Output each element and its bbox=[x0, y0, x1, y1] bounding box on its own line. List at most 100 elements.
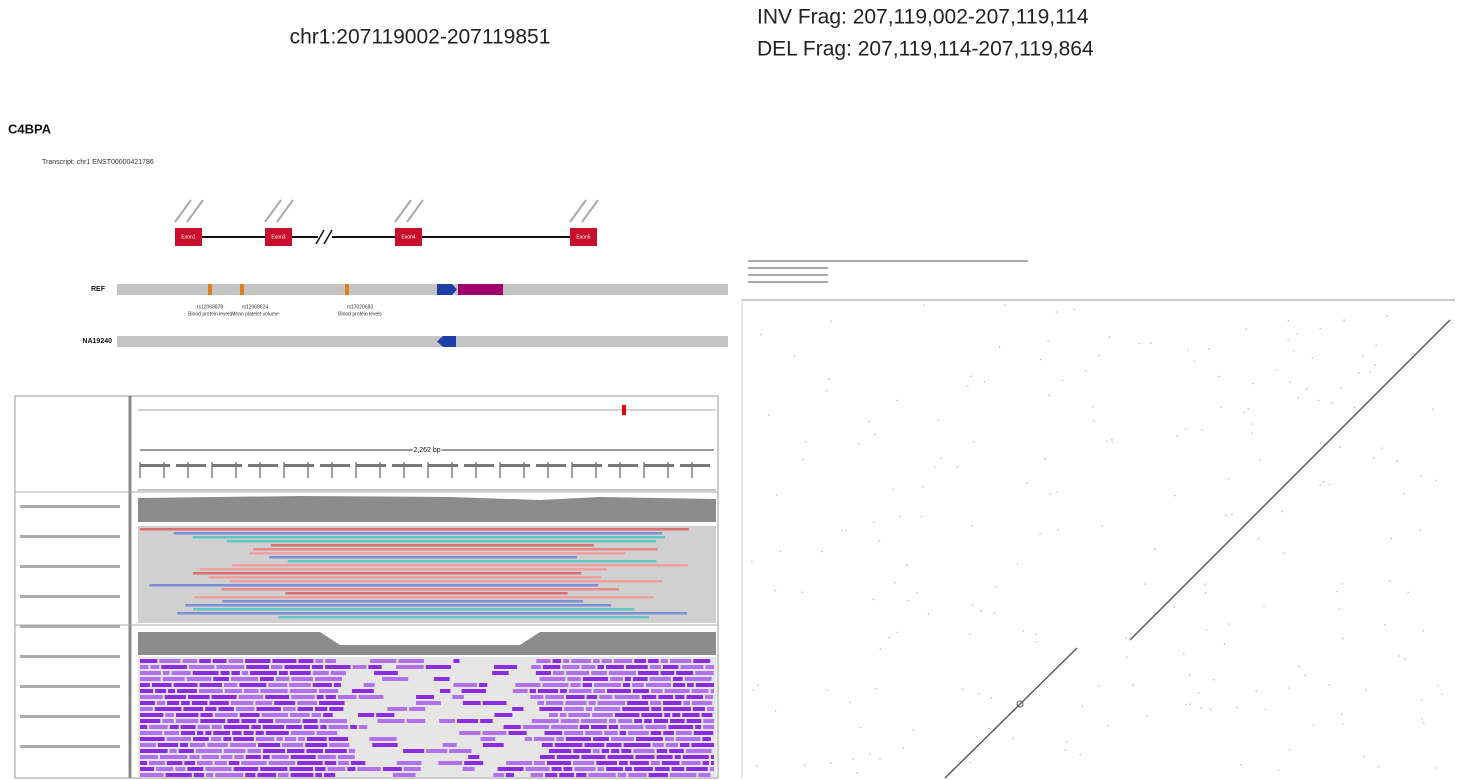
noise-dot bbox=[1407, 591, 1409, 593]
read bbox=[149, 584, 598, 587]
read-mismatch bbox=[564, 731, 583, 735]
read-mismatch bbox=[626, 665, 648, 669]
noise-dot bbox=[1111, 441, 1113, 443]
read-mismatch bbox=[702, 713, 713, 717]
read-mismatch bbox=[196, 749, 222, 753]
read-mismatch bbox=[710, 767, 714, 771]
ruler-label bbox=[500, 464, 530, 467]
igv-panel: 2,262 bp bbox=[15, 396, 718, 778]
read-mismatch bbox=[686, 695, 702, 699]
noise-dot bbox=[937, 420, 939, 422]
read-mismatch bbox=[258, 719, 273, 723]
gene-name: C4BPA bbox=[8, 121, 52, 136]
dotplot-header bbox=[748, 281, 828, 283]
noise-dot bbox=[1319, 485, 1321, 487]
ruler-label bbox=[140, 464, 170, 467]
read-mismatch bbox=[711, 755, 714, 759]
read-mismatch bbox=[298, 737, 305, 741]
noise-dot bbox=[1384, 624, 1386, 626]
read-mismatch bbox=[587, 695, 598, 699]
ruler-label bbox=[284, 464, 314, 467]
read-mismatch bbox=[655, 767, 670, 771]
exon-label: Exon4 bbox=[401, 234, 415, 240]
read-mismatch bbox=[329, 743, 349, 747]
span-label: 2,262 bp bbox=[413, 447, 440, 454]
read-mismatch bbox=[625, 767, 632, 771]
read-mismatch bbox=[607, 689, 631, 693]
ruler-label bbox=[428, 464, 458, 467]
read-mismatch bbox=[650, 701, 661, 705]
read-mismatch bbox=[317, 695, 324, 699]
read-mismatch bbox=[298, 707, 313, 711]
read-mismatch bbox=[140, 737, 165, 741]
read-mismatch bbox=[247, 749, 260, 753]
read-mismatch bbox=[256, 737, 274, 741]
read-mismatch bbox=[546, 701, 563, 705]
read-mismatch bbox=[658, 695, 673, 699]
read bbox=[193, 572, 581, 575]
read-mismatch bbox=[670, 719, 685, 723]
read-mismatch bbox=[515, 683, 540, 687]
read-mismatch bbox=[506, 773, 514, 777]
read-mismatch bbox=[285, 665, 310, 669]
read-mismatch bbox=[205, 767, 231, 771]
read-mismatch bbox=[221, 755, 233, 759]
noise-dot bbox=[990, 697, 992, 699]
read-mismatch bbox=[676, 671, 693, 675]
noise-dot bbox=[1373, 457, 1375, 459]
noise-dot bbox=[1306, 388, 1308, 390]
read bbox=[177, 612, 687, 615]
read-mismatch bbox=[540, 755, 555, 759]
read-mismatch bbox=[670, 659, 691, 663]
noise-dot bbox=[928, 613, 930, 615]
read-mismatch bbox=[181, 725, 196, 729]
read-mismatch bbox=[369, 737, 396, 741]
read-mismatch bbox=[193, 737, 209, 741]
noise-dot bbox=[994, 612, 996, 614]
read-mismatch bbox=[218, 707, 234, 711]
noise-dot bbox=[1435, 480, 1437, 482]
read-mismatch bbox=[620, 731, 626, 735]
read-mismatch bbox=[325, 665, 351, 669]
read-mismatch bbox=[566, 695, 585, 699]
noise-dot bbox=[1329, 684, 1331, 686]
read-mismatch bbox=[155, 689, 166, 693]
read-mismatch bbox=[140, 689, 153, 693]
read-mismatch bbox=[574, 767, 595, 771]
read-mismatch bbox=[695, 725, 701, 729]
read-mismatch bbox=[512, 707, 523, 711]
read-mismatch bbox=[181, 701, 190, 705]
noise-dot bbox=[1381, 447, 1383, 449]
read-mismatch bbox=[703, 719, 714, 723]
read-mismatch bbox=[586, 707, 592, 711]
noise-dot bbox=[828, 378, 830, 380]
read-mismatch bbox=[278, 773, 289, 777]
noise-dot bbox=[1343, 319, 1345, 321]
ruler-label bbox=[572, 464, 602, 467]
noise-dot bbox=[1231, 513, 1233, 515]
read-mismatch bbox=[644, 719, 652, 723]
ruler-label bbox=[608, 464, 638, 467]
noise-dot bbox=[1213, 679, 1215, 681]
read-mismatch bbox=[695, 671, 713, 675]
noise-dot bbox=[1185, 704, 1187, 706]
noise-dot bbox=[1413, 353, 1415, 355]
noise-dot bbox=[1390, 538, 1392, 540]
noise-dot bbox=[896, 400, 898, 402]
read-mismatch bbox=[152, 683, 172, 687]
read-mismatch bbox=[224, 683, 237, 687]
read bbox=[140, 528, 689, 531]
noise-dot bbox=[1313, 724, 1315, 726]
noise-dot bbox=[1101, 525, 1103, 527]
noise-dot bbox=[1288, 687, 1290, 689]
noise-dot bbox=[804, 764, 806, 766]
noise-dot bbox=[775, 590, 777, 592]
snp-mark bbox=[345, 284, 349, 295]
sample-bar bbox=[117, 336, 728, 347]
noise-dot bbox=[1341, 713, 1343, 715]
read-mismatch bbox=[374, 671, 398, 675]
noise-dot bbox=[1017, 563, 1019, 565]
read-mismatch bbox=[163, 671, 170, 675]
read-mismatch bbox=[274, 701, 295, 705]
ref-label: REF bbox=[91, 286, 106, 293]
